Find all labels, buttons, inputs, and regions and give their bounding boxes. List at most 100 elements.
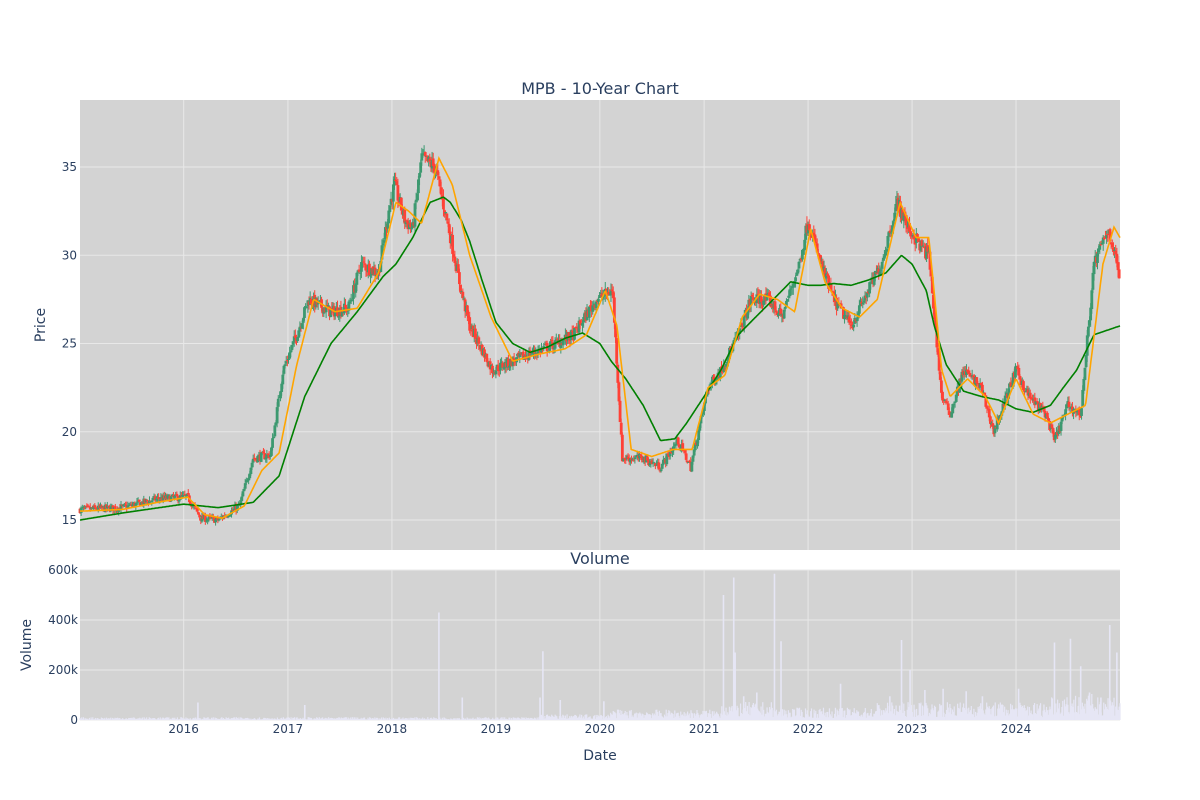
volume-bar [309, 717, 311, 720]
volume-bar [1032, 714, 1034, 720]
candle-up [628, 458, 632, 463]
candle-up [290, 344, 294, 351]
volume-bar [704, 710, 706, 720]
volume-bar [593, 715, 596, 720]
volume-bar [130, 718, 132, 720]
volume-bar [599, 715, 602, 720]
volume-bar [352, 717, 354, 720]
volume-bar [1108, 709, 1110, 720]
volume-bar [1009, 713, 1011, 720]
candle-up [1068, 407, 1072, 409]
candle-up [292, 336, 296, 343]
volume-bar [450, 718, 452, 720]
volume-bar [1036, 704, 1038, 720]
candle-down [1116, 262, 1120, 271]
candle-up [119, 504, 123, 510]
candle-up [1090, 290, 1094, 310]
candle-up [206, 519, 210, 521]
volume-bar [1080, 709, 1083, 720]
candle-up [660, 463, 664, 469]
candle-up [1001, 403, 1005, 413]
candle-down [826, 274, 829, 276]
volume-bar [187, 718, 189, 720]
volume-bar [738, 716, 740, 720]
volume-bar [457, 718, 459, 720]
volume-bar [263, 717, 265, 720]
volume-bar [1073, 699, 1075, 720]
volume-bar [434, 718, 436, 720]
candle-down [1051, 428, 1055, 434]
candle-up [410, 227, 413, 229]
volume-bar [449, 719, 451, 720]
volume-bar [525, 717, 527, 720]
volume-bar [616, 718, 618, 720]
candle-up [887, 231, 891, 237]
candle-up [1059, 421, 1063, 432]
candle-down [626, 456, 630, 459]
volume-bar [959, 702, 961, 720]
volume-bar [610, 712, 612, 720]
volume-bar [475, 718, 477, 720]
candle-up [150, 500, 154, 502]
candle-down [827, 275, 830, 289]
volume-bar [136, 718, 138, 720]
candle-up [296, 337, 300, 341]
candle-up [274, 422, 278, 426]
candle-up [1113, 249, 1116, 251]
volume-bar [1020, 705, 1022, 720]
volume-bar [451, 719, 453, 720]
volume-bar [899, 709, 901, 720]
candle-up [134, 503, 138, 507]
candle-up [1024, 391, 1028, 393]
volume-bar [972, 714, 974, 720]
volume-bar [999, 702, 1001, 720]
volume-bar [382, 717, 384, 720]
volume-bar [278, 718, 280, 720]
volume-bar [1042, 710, 1044, 720]
volume-bar [740, 713, 743, 720]
volume-bar [1066, 697, 1068, 720]
volume-bar [261, 719, 263, 720]
volume-bar [890, 711, 892, 720]
volume-bar [854, 712, 856, 720]
candle-up [749, 295, 753, 306]
volume-bar [1079, 714, 1081, 720]
candle-down [947, 411, 951, 415]
candle-down [849, 324, 853, 326]
volume-bar [1001, 704, 1003, 720]
volume-bar [1105, 706, 1107, 720]
candle-up [96, 505, 100, 510]
candle-up [672, 446, 676, 451]
volume-bar [87, 719, 90, 720]
volume-bar [986, 702, 988, 720]
volume-bar [144, 718, 146, 720]
volume-bar [493, 719, 496, 720]
volume-bar [265, 718, 267, 720]
candle-up [265, 454, 269, 459]
volume-bar [949, 703, 951, 720]
volume-bar [1082, 706, 1084, 720]
candle-up [951, 404, 955, 414]
volume-bar [1027, 706, 1029, 720]
volume-bar [1051, 697, 1053, 720]
volume-bar [181, 718, 184, 720]
candle-up [388, 205, 392, 212]
volume-bar [99, 719, 102, 720]
volume-bar [720, 713, 722, 720]
candle-down [908, 222, 911, 232]
volume-bar [150, 718, 152, 720]
candle-down [929, 270, 933, 276]
volume-bar [536, 717, 538, 720]
candle-up [301, 318, 305, 323]
volume-bar [299, 718, 301, 720]
volume-bar [467, 718, 469, 720]
volume-bar [946, 702, 948, 720]
volume-bar [117, 717, 119, 720]
volume-spike-bar [942, 688, 944, 720]
candle-down [1099, 244, 1103, 246]
volume-bar [597, 714, 599, 720]
volume-bar [463, 717, 465, 720]
volume-bar [1086, 700, 1089, 720]
volume-bar [1095, 708, 1097, 720]
candle-up [824, 273, 828, 279]
